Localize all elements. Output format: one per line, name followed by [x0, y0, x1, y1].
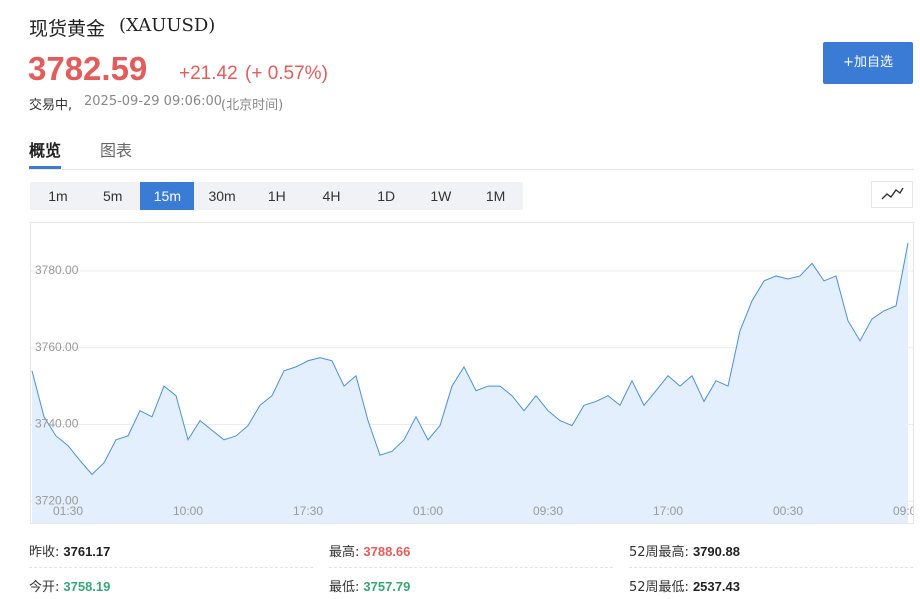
stat-value: 2537.43: [692, 579, 740, 594]
tab[interactable]: 图表: [100, 141, 133, 160]
chart-type-button[interactable]: [871, 181, 913, 208]
x-tick-label: 17:30: [293, 504, 323, 518]
x-tick-label: 09:30: [533, 504, 563, 518]
separator: [329, 567, 613, 568]
price-change: +21.42: [179, 63, 238, 84]
stat: 今开: 3758.19: [29, 576, 110, 595]
stat-label: 52周最低:: [629, 580, 689, 595]
price-change-pct: (+ 0.57%): [245, 63, 328, 84]
tab-divider: [29, 169, 914, 170]
chart: 3720.00 3740.00 3760.00 3780.00 01:30 10:00 17…: [30, 222, 914, 524]
y-tick-label: 3740.00: [35, 417, 79, 431]
interval-button[interactable]: 15m: [140, 182, 195, 210]
stat-label: 最高:: [329, 545, 360, 560]
x-tick-label: 17:00: [653, 504, 683, 518]
y-tick-label: 3720.00: [35, 493, 79, 507]
stat: 最高: 3788.66: [329, 541, 410, 560]
stat-value: 3788.66: [363, 544, 411, 559]
datetime: 2025-09-29 09:06:00: [84, 94, 223, 109]
stat: 最低: 3757.79: [329, 576, 410, 595]
stat-value: 3757.79: [363, 579, 411, 594]
stat: 52周最低: 2537.43: [629, 576, 740, 595]
separator: [29, 567, 313, 568]
stat-label: 昨收:: [29, 545, 60, 560]
tab[interactable]: 概览: [29, 137, 62, 169]
interval-button[interactable]: 1W: [430, 188, 452, 204]
interval-button[interactable]: 30m: [208, 188, 236, 204]
stat: 52周最高: 3790.88: [629, 541, 740, 560]
line: [31, 242, 909, 476]
timezone: (北京时间): [221, 98, 284, 113]
interval-button[interactable]: 1D: [377, 188, 396, 204]
interval-button[interactable]: 5m: [102, 188, 123, 204]
y-tick-label: 3780.00: [35, 263, 79, 277]
separator: [629, 567, 913, 568]
title: 现货黄金: [29, 18, 106, 40]
stat-value: 3790.88: [692, 544, 740, 559]
interval-button[interactable]: 1M: [485, 188, 506, 204]
price: 3782.59: [28, 50, 148, 87]
stat-value: 3758.19: [63, 579, 111, 594]
x-tick-label: 01:00: [413, 504, 443, 518]
area: [32, 242, 908, 523]
add-watchlist-button[interactable]: +加自选: [823, 42, 913, 84]
symbol: (XAUUSD): [119, 15, 216, 36]
y-tick-label: 3760.00: [35, 340, 79, 354]
stat: 昨收: 3761.17: [29, 541, 110, 560]
interval-button[interactable]: 4H: [322, 188, 341, 204]
stat-value: 3761.17: [63, 544, 111, 559]
stat-label: 52周最高:: [629, 545, 689, 560]
stat-label: 今开:: [29, 580, 60, 595]
x-tick-label: 01:30: [53, 504, 83, 518]
interval-button[interactable]: 1H: [267, 188, 286, 204]
x-tick-label: 09:00: [893, 504, 914, 518]
interval-bar: [30, 182, 523, 210]
line-icon: [881, 187, 904, 200]
x-tick-label: 10:00: [173, 504, 203, 518]
stat-label: 最低:: [329, 580, 360, 595]
interval-button[interactable]: 1m: [48, 188, 68, 204]
trade-status: 交易中,: [29, 98, 73, 113]
x-tick-label: 00:30: [773, 504, 803, 518]
